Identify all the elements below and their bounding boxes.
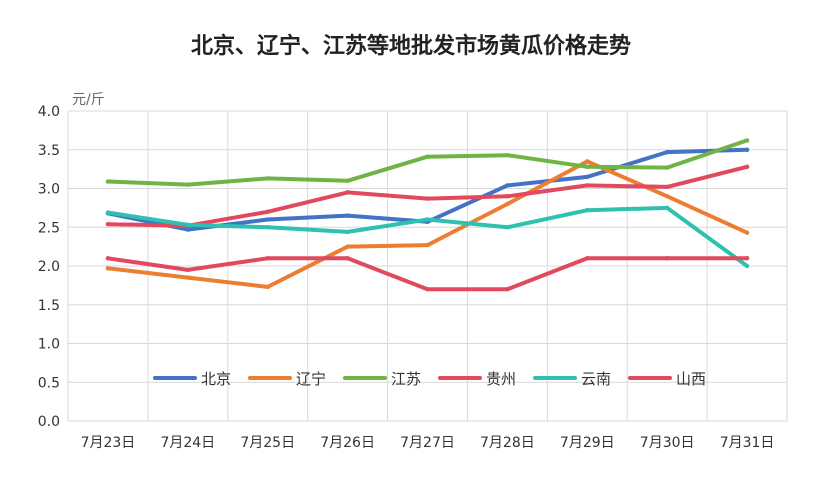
x-tick-label: 7月26日 (320, 435, 375, 451)
data-point (265, 284, 270, 290)
data-point (664, 184, 670, 190)
x-tick-label: 7月24日 (160, 435, 215, 451)
data-point (425, 217, 430, 222)
data-point (345, 178, 350, 183)
legend-label: 山西 (676, 370, 706, 388)
y-tick-label: 1.0 (38, 337, 60, 353)
data-point (585, 208, 590, 213)
chart-title: 北京、辽宁、江苏等地批发市场黄瓜价格走势 (190, 34, 631, 59)
y-tick-label: 0.0 (38, 414, 60, 430)
y-tick-label: 0.5 (38, 375, 60, 391)
data-point (744, 230, 750, 235)
data-point (585, 183, 590, 188)
data-point (425, 242, 430, 248)
y-tick-label: 3.5 (38, 143, 60, 159)
data-point (105, 210, 111, 215)
data-point (105, 256, 111, 261)
data-point (265, 225, 270, 230)
data-point (505, 201, 510, 207)
data-point (265, 209, 270, 214)
data-point (185, 275, 191, 280)
x-tick-label: 7月29日 (560, 435, 615, 451)
data-point (345, 229, 350, 235)
data-point (664, 205, 670, 211)
data-point (105, 221, 111, 227)
x-tick-label: 7月31日 (720, 435, 775, 451)
data-point (744, 263, 750, 269)
data-point (505, 287, 510, 292)
data-point (505, 183, 510, 188)
data-point (585, 159, 590, 164)
legend-label: 贵州 (486, 370, 516, 388)
series-line (105, 164, 750, 228)
x-tick-label: 7月25日 (240, 435, 295, 451)
data-point (345, 256, 350, 261)
series-line (105, 138, 750, 187)
data-point (425, 196, 430, 201)
legend-label: 云南 (581, 370, 611, 388)
data-point (664, 149, 670, 155)
y-axis-unit: 元/斤 (72, 92, 105, 108)
y-tick-label: 4.0 (38, 104, 60, 120)
data-point (265, 256, 270, 261)
data-point (345, 244, 350, 249)
y-tick-label: 1.5 (38, 298, 60, 314)
data-point (664, 165, 670, 170)
y-tick-label: 2.5 (38, 220, 60, 236)
x-tick-label: 7月23日 (81, 435, 136, 451)
data-point (744, 164, 750, 169)
x-tick-label: 7月27日 (400, 435, 455, 451)
legend-label: 北京 (201, 370, 231, 388)
data-point (185, 267, 191, 273)
x-tick-label: 7月30日 (640, 435, 695, 451)
data-point (505, 194, 510, 199)
data-point (664, 194, 670, 199)
data-point (505, 225, 510, 230)
data-point (585, 174, 590, 180)
data-point (265, 176, 270, 181)
data-point (505, 152, 510, 158)
data-point (664, 256, 670, 261)
data-point (585, 164, 590, 169)
data-point (185, 227, 191, 232)
data-point (265, 217, 270, 222)
data-point (105, 266, 111, 271)
data-point (744, 147, 750, 152)
y-tick-label: 2.0 (38, 259, 60, 275)
data-point (345, 190, 350, 195)
data-point (105, 179, 111, 184)
data-point (345, 213, 350, 218)
legend-label: 辽宁 (296, 370, 326, 388)
data-point (425, 287, 430, 292)
data-point (585, 256, 590, 261)
x-tick-label: 7月28日 (480, 435, 535, 451)
legend-label: 江苏 (391, 370, 421, 388)
data-point (744, 138, 750, 143)
series-line (105, 256, 750, 292)
data-point (425, 154, 430, 159)
data-point (185, 182, 191, 187)
data-point (744, 256, 750, 261)
y-tick-label: 3.0 (38, 182, 60, 198)
data-point (185, 222, 191, 228)
